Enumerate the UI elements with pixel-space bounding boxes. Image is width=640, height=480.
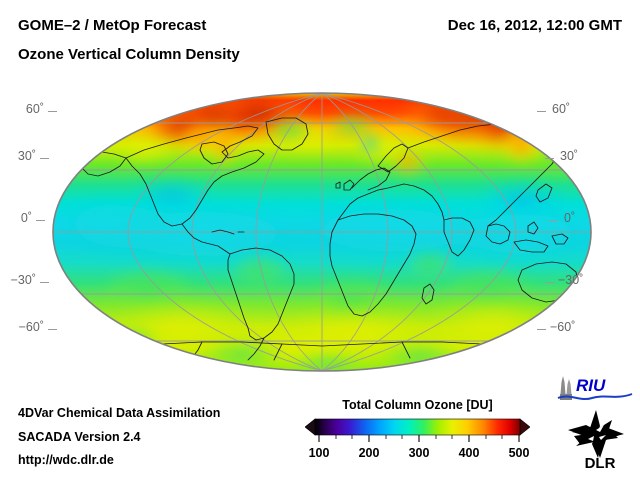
dlr-wordmark: DLR	[585, 455, 616, 472]
riu-wave-icon	[557, 393, 633, 400]
colorbar-major-ticks	[318, 435, 520, 442]
lat-tick-right-m60	[537, 329, 546, 330]
lat-label-right-0: 0˚	[564, 211, 576, 225]
ozone-field	[53, 93, 591, 371]
lat-tick-right-60	[537, 111, 546, 112]
lat-tick-left-m30	[40, 282, 49, 283]
lat-label-right-m60: −60˚	[550, 320, 576, 334]
dlr-logo: DLR	[568, 410, 624, 472]
colorbar-tick-labels: 100 200 300 400 500	[305, 446, 530, 466]
colorbar-gradient	[314, 418, 521, 436]
lat-tick-left-0	[36, 220, 45, 221]
footer-line-url[interactable]: http://wdc.dlr.de	[18, 453, 114, 467]
colorbar-minor-ticks	[335, 435, 503, 439]
ozone-map-panel: 60˚ 30˚ 0˚ −30˚ −60˚ 60˚ 30˚ 0˚ −30˚ −60…	[0, 80, 640, 385]
colorbar-tick-100: 100	[308, 446, 330, 460]
colorbar-high-arrow	[519, 418, 530, 436]
lat-label-left-30: 30˚	[17, 149, 36, 163]
colorbar-tick-400: 400	[458, 446, 480, 460]
colorbar-title: Total Column Ozone [DU]	[342, 398, 493, 412]
riu-wordmark: RIU	[576, 376, 606, 395]
globe-svg	[52, 92, 592, 372]
dlr-mark-icon	[568, 410, 624, 458]
header-title-line2: Ozone Vertical Column Density	[18, 46, 240, 63]
lat-label-right-m30: −30˚	[558, 273, 584, 287]
lat-tick-right-m30	[545, 282, 554, 283]
lat-label-left-60: 60˚	[25, 102, 44, 116]
lat-tick-left-60	[48, 111, 57, 112]
globe-outline	[52, 92, 592, 372]
colorbar-low-arrow	[305, 418, 316, 436]
footer-line-assimilation: 4DVar Chemical Data Assimilation	[18, 406, 221, 420]
header-datetime: Dec 16, 2012, 12:00 GMT	[447, 17, 622, 34]
mollweide-globe	[52, 92, 592, 372]
lat-tick-right-0	[549, 220, 558, 221]
colorbar-tick-200: 200	[358, 446, 380, 460]
footer-line-version: SACADA Version 2.4	[18, 430, 141, 444]
lat-label-left-m30: −30˚	[10, 273, 36, 287]
lat-tick-left-30	[40, 158, 49, 159]
colorbar-tick-300: 300	[408, 446, 430, 460]
colorbar: Total Column Ozone [DU]	[305, 398, 530, 470]
lat-label-right-30: 30˚	[560, 149, 579, 163]
lat-label-left-0: 0˚	[20, 211, 32, 225]
colorbar-tick-500: 500	[508, 446, 530, 460]
riu-logo: RIU	[557, 376, 633, 400]
lat-label-left-m60: −60˚	[18, 320, 44, 334]
header-title-line1: GOME–2 / MetOp Forecast	[18, 17, 207, 34]
lat-tick-left-m60	[48, 329, 57, 330]
colorbar-swatch	[305, 418, 530, 442]
lat-tick-right-30	[545, 158, 554, 159]
lat-label-right-60: 60˚	[552, 102, 571, 116]
